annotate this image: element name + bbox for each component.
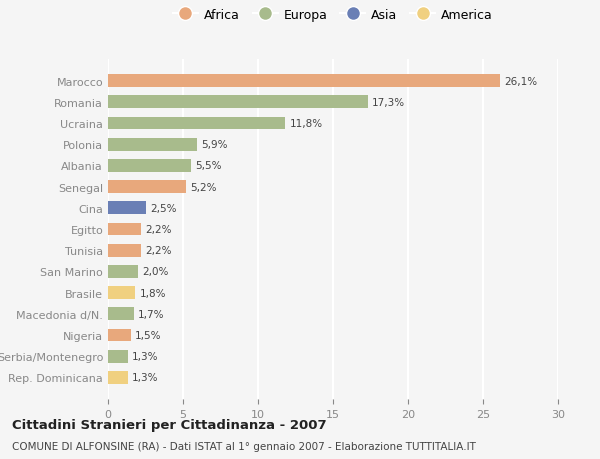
Text: 1,7%: 1,7%: [138, 309, 164, 319]
Text: 2,5%: 2,5%: [150, 203, 176, 213]
Text: 2,0%: 2,0%: [143, 267, 169, 277]
Legend: Africa, Europa, Asia, America: Africa, Europa, Asia, America: [169, 5, 497, 25]
Text: 5,9%: 5,9%: [201, 140, 227, 150]
Bar: [108, 329, 131, 341]
Bar: [108, 160, 191, 173]
Bar: [108, 202, 146, 215]
Bar: [108, 118, 285, 130]
Bar: [108, 350, 128, 363]
Text: 1,8%: 1,8%: [139, 288, 166, 298]
Text: COMUNE DI ALFONSINE (RA) - Dati ISTAT al 1° gennaio 2007 - Elaborazione TUTTITAL: COMUNE DI ALFONSINE (RA) - Dati ISTAT al…: [12, 441, 476, 451]
Text: 2,2%: 2,2%: [146, 246, 172, 256]
Text: 1,5%: 1,5%: [135, 330, 161, 340]
Text: 5,2%: 5,2%: [191, 182, 217, 192]
Text: 1,3%: 1,3%: [132, 352, 158, 361]
Bar: [108, 286, 135, 299]
Bar: [108, 75, 499, 88]
Bar: [108, 308, 133, 320]
Bar: [108, 96, 367, 109]
Bar: [108, 265, 138, 278]
Text: 5,5%: 5,5%: [195, 161, 221, 171]
Bar: [108, 139, 197, 151]
Bar: [108, 223, 141, 236]
Text: 26,1%: 26,1%: [504, 77, 537, 86]
Text: 2,2%: 2,2%: [146, 224, 172, 235]
Text: 1,3%: 1,3%: [132, 373, 158, 382]
Bar: [108, 181, 186, 194]
Text: 11,8%: 11,8%: [290, 119, 323, 129]
Text: Cittadini Stranieri per Cittadinanza - 2007: Cittadini Stranieri per Cittadinanza - 2…: [12, 418, 326, 431]
Bar: [108, 244, 141, 257]
Text: 17,3%: 17,3%: [372, 98, 405, 107]
Bar: [108, 371, 128, 384]
